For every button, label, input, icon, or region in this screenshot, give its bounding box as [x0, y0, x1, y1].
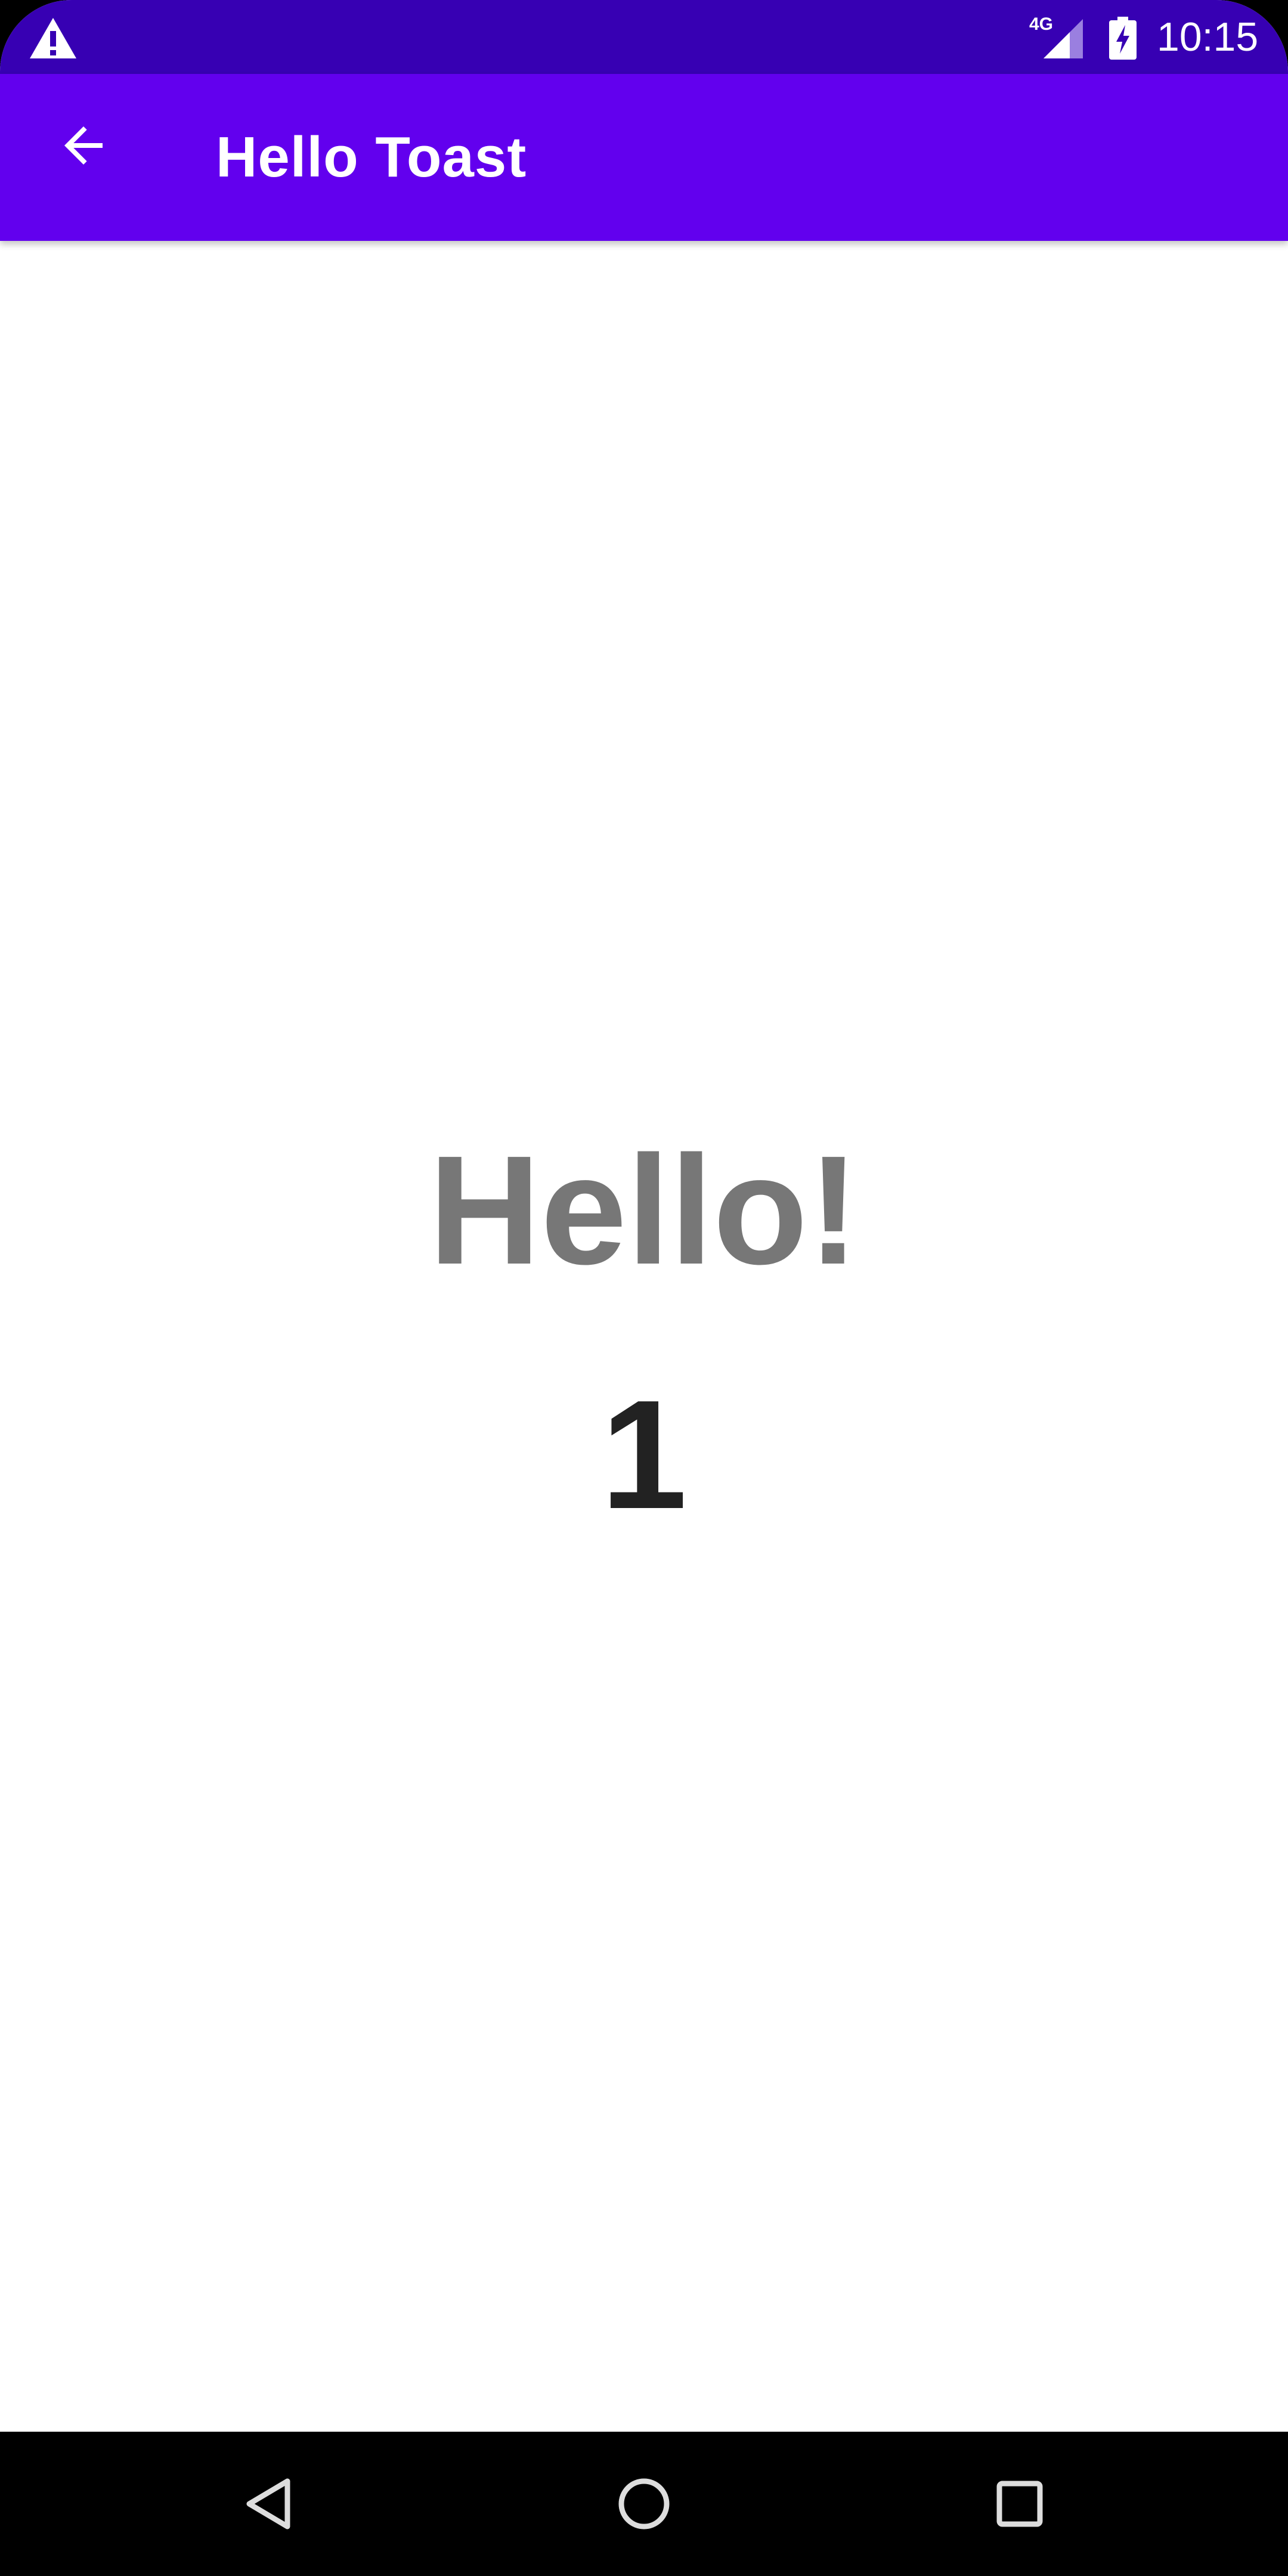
app-title: Hello Toast — [216, 125, 527, 189]
nav-home-icon — [618, 2478, 670, 2529]
svg-text:4G: 4G — [1029, 14, 1053, 34]
nav-back-icon — [246, 2478, 290, 2529]
back-button[interactable] — [36, 98, 131, 193]
nav-recents-button[interactable] — [972, 2456, 1067, 2552]
signal-4g-icon: 4G — [1029, 14, 1083, 58]
greeting-text: Hello! — [428, 1124, 860, 1297]
nav-recents-icon — [996, 2481, 1043, 2527]
status-time: 10:15 — [1157, 14, 1259, 60]
battery-charging-icon — [1109, 17, 1137, 60]
status-bar: 4G 10:15 — [0, 0, 1288, 74]
count-text: 1 — [600, 1368, 688, 1541]
app-bar: Hello Toast — [0, 74, 1288, 241]
nav-back-button[interactable] — [221, 2456, 316, 2552]
warning-icon — [30, 18, 76, 58]
nav-home-button[interactable] — [596, 2456, 692, 2552]
arrow-back-icon — [64, 126, 103, 165]
navigation-bar — [0, 2432, 1288, 2576]
